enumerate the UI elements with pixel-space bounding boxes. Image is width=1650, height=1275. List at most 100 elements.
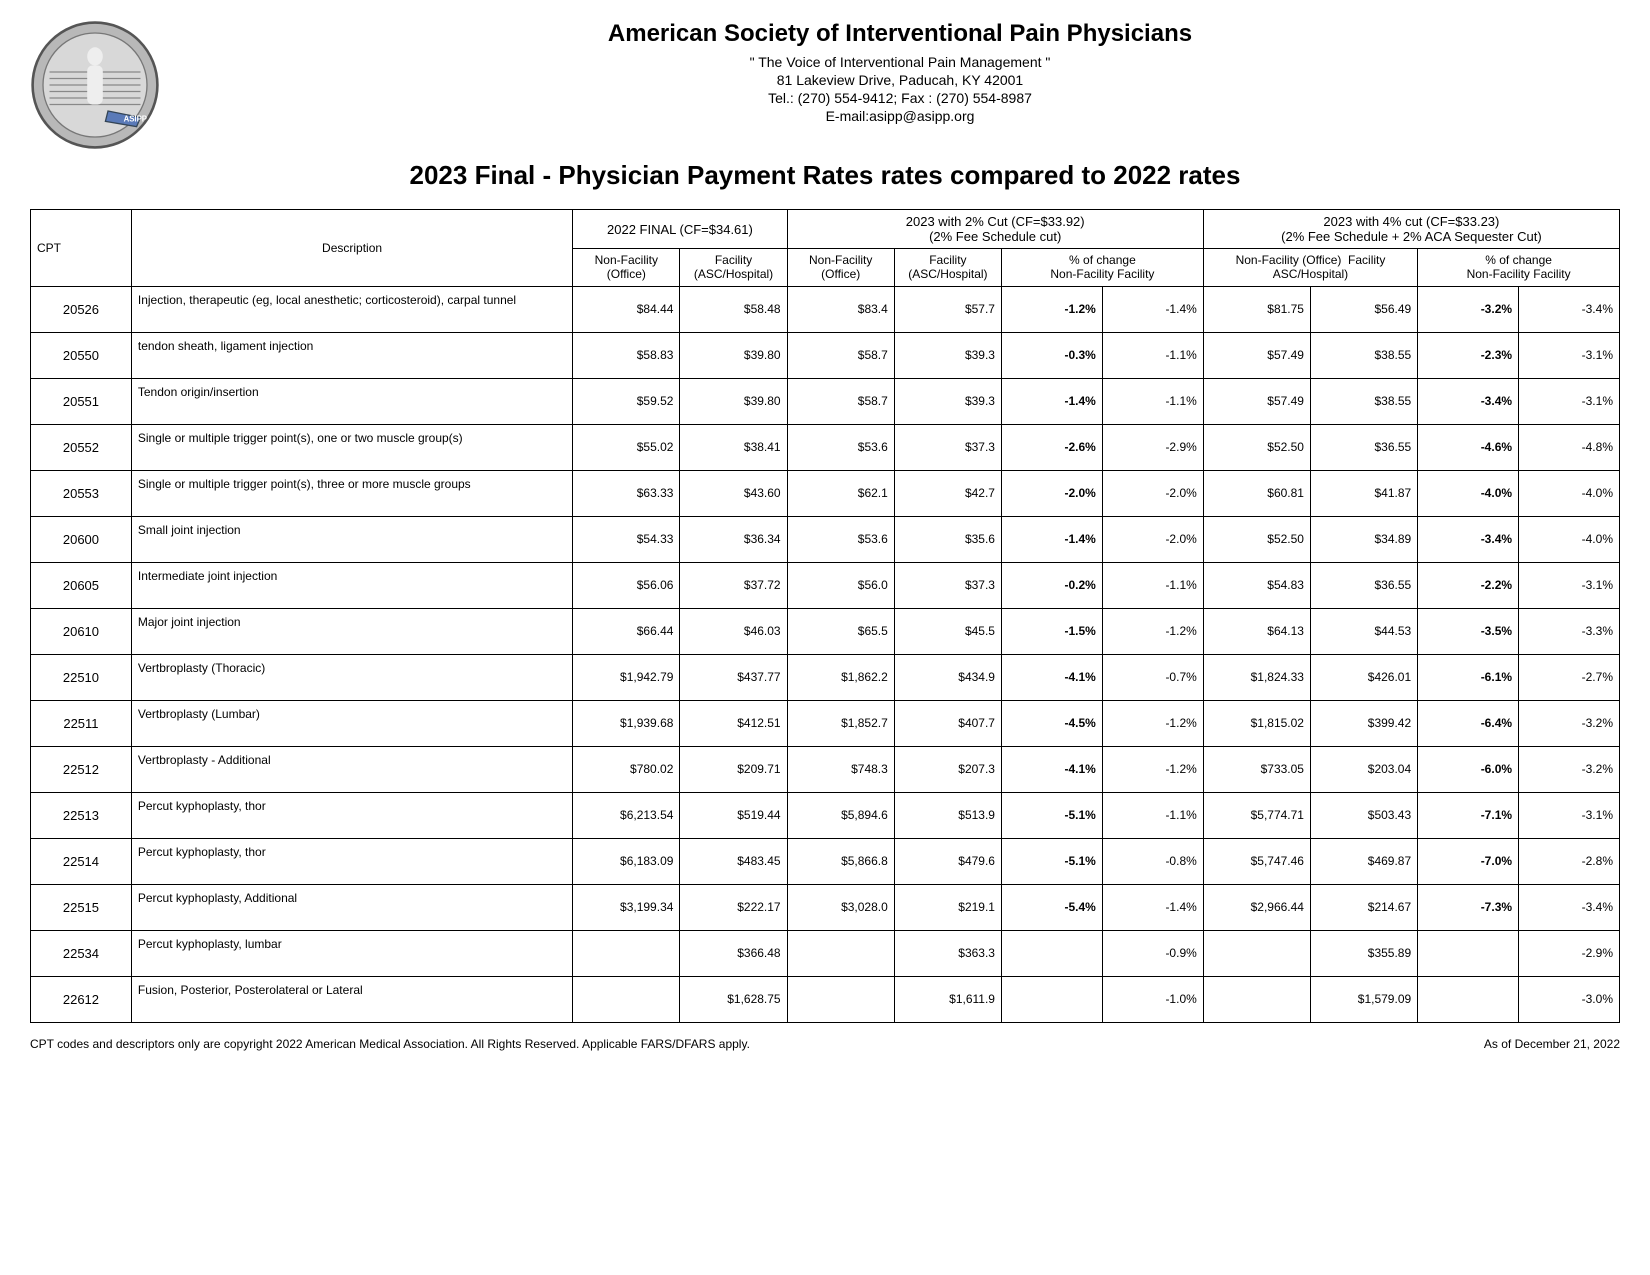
desc-cell: Vertbroplasty (Thoracic) — [131, 654, 572, 700]
nf-2pct-cell: $748.3 — [787, 746, 894, 792]
nf-4pct-cell: $5,774.71 — [1203, 792, 1310, 838]
desc-cell: Single or multiple trigger point(s), one… — [131, 424, 572, 470]
pct-fac-4pct-cell: -3.2% — [1519, 746, 1620, 792]
desc-cell: Fusion, Posterior, Posterolateral or Lat… — [131, 976, 572, 1022]
pct-fac-2pct-cell: -1.2% — [1102, 746, 1203, 792]
pct-fac-2pct-cell: -2.0% — [1102, 470, 1203, 516]
pct-nf-2pct-cell: -2.6% — [1001, 424, 1102, 470]
letterhead: ASIPP American Society of Interventional… — [30, 20, 1620, 150]
pct-nf-4pct-cell: -3.4% — [1418, 378, 1519, 424]
pct-nf-4pct-cell: -6.4% — [1418, 700, 1519, 746]
fac-2pct-cell: $45.5 — [894, 608, 1001, 654]
nf-2022-cell: $59.52 — [573, 378, 680, 424]
fac-4pct-cell: $34.89 — [1310, 516, 1417, 562]
fac-2pct-cell: $434.9 — [894, 654, 1001, 700]
pct-fac-2pct-cell: -1.2% — [1102, 700, 1203, 746]
group-2pct-title: 2023 with 2% Cut (CF=$33.92) — [906, 214, 1085, 229]
fac-2022-cell: $38.41 — [680, 424, 787, 470]
fac-2022-cell: $519.44 — [680, 792, 787, 838]
nf-4pct-cell: $2,966.44 — [1203, 884, 1310, 930]
rates-table: CPT Description 2022 FINAL (CF=$34.61) 2… — [30, 209, 1620, 1023]
footer: CPT codes and descriptors only are copyr… — [30, 1037, 1620, 1051]
pct-nf-4pct-cell: -6.1% — [1418, 654, 1519, 700]
nf-2022-cell: $780.02 — [573, 746, 680, 792]
fac-2pct-cell: $363.3 — [894, 930, 1001, 976]
fac-2pct-cell: $39.3 — [894, 378, 1001, 424]
fac-2pct-cell: $42.7 — [894, 470, 1001, 516]
nf-4pct-cell: $733.05 — [1203, 746, 1310, 792]
sub-fac-2pct: Facility(ASC/Hospital) — [894, 249, 1001, 287]
nf-2022-cell — [573, 976, 680, 1022]
pct-fac-2pct-cell: -1.1% — [1102, 792, 1203, 838]
table-row: 22534Percut kyphoplasty, lumbar$366.48$3… — [31, 930, 1620, 976]
fac-4pct-cell: $1,579.09 — [1310, 976, 1417, 1022]
cpt-cell: 22512 — [31, 746, 132, 792]
nf-2022-cell: $1,939.68 — [573, 700, 680, 746]
table-row: 20553Single or multiple trigger point(s)… — [31, 470, 1620, 516]
group-4pct-title: 2023 with 4% cut (CF=$33.23) — [1323, 214, 1499, 229]
table-row: 22514Percut kyphoplasty, thor$6,183.09$4… — [31, 838, 1620, 884]
nf-2pct-cell: $1,852.7 — [787, 700, 894, 746]
pct-nf-4pct-cell: -2.3% — [1418, 332, 1519, 378]
nf-2022-cell: $55.02 — [573, 424, 680, 470]
pct-fac-4pct-cell: -2.9% — [1519, 930, 1620, 976]
nf-2022-cell: $84.44 — [573, 286, 680, 332]
fac-2pct-cell: $35.6 — [894, 516, 1001, 562]
pct-fac-2pct-cell: -1.4% — [1102, 884, 1203, 930]
nf-2022-cell: $3,199.34 — [573, 884, 680, 930]
cpt-cell: 22510 — [31, 654, 132, 700]
table-head: CPT Description 2022 FINAL (CF=$34.61) 2… — [31, 210, 1620, 287]
pct-nf-4pct-cell — [1418, 930, 1519, 976]
table-row: 20605Intermediate joint injection$56.06$… — [31, 562, 1620, 608]
nf-2pct-cell: $62.1 — [787, 470, 894, 516]
table-row: 22511Vertbroplasty (Lumbar)$1,939.68$412… — [31, 700, 1620, 746]
pct-nf-2pct-cell: -1.5% — [1001, 608, 1102, 654]
desc-cell: Percut kyphoplasty, thor — [131, 792, 572, 838]
pct-nf-4pct-cell: -7.1% — [1418, 792, 1519, 838]
cpt-cell: 22534 — [31, 930, 132, 976]
pct-nf-4pct-cell: -3.2% — [1418, 286, 1519, 332]
title-block: American Society of Interventional Pain … — [180, 20, 1620, 126]
table-row: 22515Percut kyphoplasty, Additional$3,19… — [31, 884, 1620, 930]
pct-fac-2pct-cell: -0.9% — [1102, 930, 1203, 976]
fac-2022-cell: $483.45 — [680, 838, 787, 884]
fac-2022-cell: $1,628.75 — [680, 976, 787, 1022]
nf-4pct-cell: $52.50 — [1203, 516, 1310, 562]
nf-4pct-cell: $1,824.33 — [1203, 654, 1310, 700]
fac-2022-cell: $39.80 — [680, 378, 787, 424]
nf-2022-cell: $66.44 — [573, 608, 680, 654]
nf-2pct-cell: $5,866.8 — [787, 838, 894, 884]
nf-2pct-cell: $58.7 — [787, 378, 894, 424]
fac-2pct-cell: $407.7 — [894, 700, 1001, 746]
nf-2pct-cell: $1,862.2 — [787, 654, 894, 700]
sub-fac-2022: Facility(ASC/Hospital) — [680, 249, 787, 287]
pct-nf-2pct-cell: -1.4% — [1001, 516, 1102, 562]
pct-fac-4pct-cell: -3.1% — [1519, 792, 1620, 838]
svg-text:ASIPP: ASIPP — [124, 114, 147, 123]
desc-cell: Intermediate joint injection — [131, 562, 572, 608]
pct-nf-2pct-cell — [1001, 930, 1102, 976]
nf-2pct-cell: $58.7 — [787, 332, 894, 378]
nf-2022-cell: $6,183.09 — [573, 838, 680, 884]
cpt-cell: 20610 — [31, 608, 132, 654]
pct-fac-4pct-cell: -3.0% — [1519, 976, 1620, 1022]
desc-cell: Small joint injection — [131, 516, 572, 562]
sub-pct-4pct: % of changeNon-Facility Facility — [1418, 249, 1620, 287]
pct-nf-2pct-cell: -5.4% — [1001, 884, 1102, 930]
fac-2022-cell: $43.60 — [680, 470, 787, 516]
pct-nf-4pct-cell: -2.2% — [1418, 562, 1519, 608]
fac-4pct-cell: $44.53 — [1310, 608, 1417, 654]
table-row: 20552Single or multiple trigger point(s)… — [31, 424, 1620, 470]
fac-2pct-cell: $219.1 — [894, 884, 1001, 930]
nf-2pct-cell: $3,028.0 — [787, 884, 894, 930]
pct-fac-4pct-cell: -3.1% — [1519, 378, 1620, 424]
pct-fac-4pct-cell: -4.0% — [1519, 516, 1620, 562]
nf-2pct-cell — [787, 976, 894, 1022]
fac-2pct-cell: $513.9 — [894, 792, 1001, 838]
pct-fac-4pct-cell: -3.3% — [1519, 608, 1620, 654]
desc-cell: Percut kyphoplasty, lumbar — [131, 930, 572, 976]
nf-2pct-cell: $53.6 — [787, 516, 894, 562]
desc-cell: tendon sheath, ligament injection — [131, 332, 572, 378]
fac-2022-cell: $36.34 — [680, 516, 787, 562]
table-row: 22510Vertbroplasty (Thoracic)$1,942.79$4… — [31, 654, 1620, 700]
